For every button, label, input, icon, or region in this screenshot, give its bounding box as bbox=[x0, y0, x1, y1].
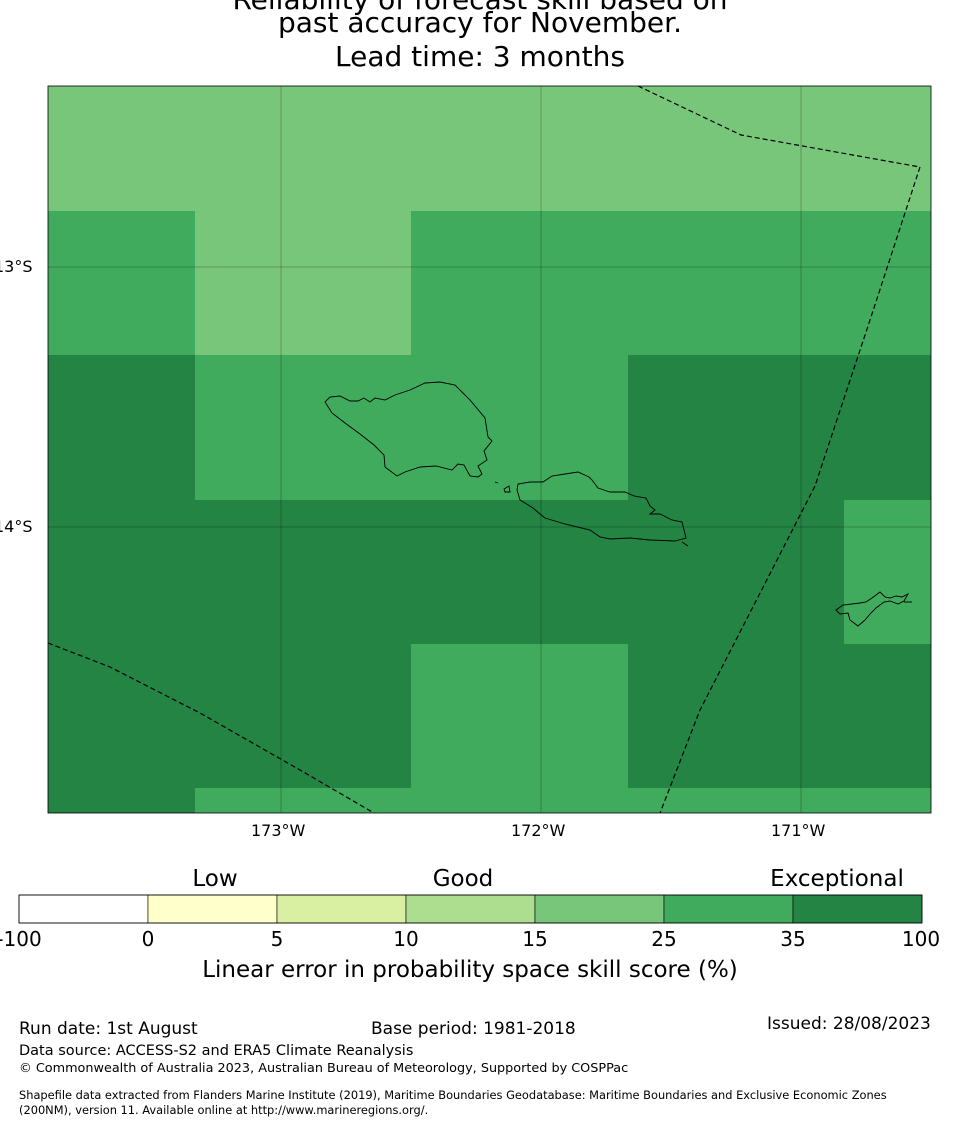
colorbar-label-exceptional: Exceptional bbox=[770, 866, 904, 892]
skill-grid-cells bbox=[48, 86, 931, 813]
data-source: Data source: ACCESS-S2 and ERA5 Climate … bbox=[19, 1043, 414, 1059]
colorbar-segment bbox=[147, 894, 278, 924]
colorbar-frame bbox=[18, 894, 923, 924]
colorbar-tick: 100 bbox=[901, 927, 941, 951]
savaii-island bbox=[324, 381, 493, 478]
title-line-3: Lead time: 3 months bbox=[335, 40, 625, 73]
skill-grid-cell bbox=[844, 211, 931, 355]
skill-grid-cell bbox=[195, 86, 411, 211]
colorbar-tick: 5 bbox=[270, 927, 284, 951]
base-period: Base period: 1981-2018 bbox=[371, 1019, 576, 1039]
skill-grid-cell bbox=[48, 500, 195, 644]
skill-grid-cell bbox=[628, 644, 844, 788]
colorbar-segment bbox=[276, 894, 407, 924]
lon-label-172w: 172°W bbox=[511, 821, 566, 840]
shapefile-credit-line-1: Shapefile data extracted from Flanders M… bbox=[19, 1088, 887, 1102]
skill-grid-cell bbox=[628, 500, 844, 644]
colorbar-segment bbox=[18, 894, 149, 924]
skill-grid-cell bbox=[844, 788, 931, 813]
skill-grid-cell bbox=[195, 211, 411, 355]
coastlines bbox=[324, 381, 912, 627]
colorbar-tick: 35 bbox=[780, 927, 806, 951]
skill-grid-cell bbox=[411, 355, 628, 500]
skill-grid-cell bbox=[48, 86, 195, 211]
colorbar-segment bbox=[534, 894, 665, 924]
colorbar-tick: 15 bbox=[522, 927, 548, 951]
colorbar-tick: 25 bbox=[651, 927, 677, 951]
colorbar-tick: 0 bbox=[141, 927, 155, 951]
skill-grid-cell bbox=[628, 355, 844, 500]
skill-grid-cell bbox=[411, 86, 628, 211]
upolu-tip bbox=[681, 541, 689, 547]
graticule bbox=[48, 86, 931, 813]
colorbar-tick: -100 bbox=[0, 927, 42, 951]
title-line-1: Reliability of forecast skill based on bbox=[0, 0, 960, 17]
skill-grid-cell bbox=[195, 788, 411, 813]
colorbar-segment bbox=[792, 894, 923, 924]
lat-label-14s: 14°S bbox=[0, 517, 33, 536]
colorbar-label-good: Good bbox=[432, 866, 494, 892]
boundary-east bbox=[659, 166, 921, 814]
skill-grid-cell bbox=[195, 355, 411, 500]
skill-grid-cell bbox=[628, 86, 844, 211]
colorbar-label-low: Low bbox=[192, 866, 238, 892]
skill-grid-cell bbox=[411, 788, 628, 813]
skill-grid-cell bbox=[411, 211, 628, 355]
colorbar-segment bbox=[663, 894, 794, 924]
skill-grid-cell bbox=[844, 500, 931, 644]
skill-grid-cell bbox=[48, 211, 195, 355]
skill-grid-cell bbox=[628, 211, 844, 355]
copyright: © Commonwealth of Australia 2023, Austra… bbox=[19, 1061, 629, 1076]
shapefile-credit-line-2: (200NM), version 11. Available online at… bbox=[19, 1103, 429, 1117]
colorbar-tick: 10 bbox=[393, 927, 419, 951]
skill-grid-cell bbox=[844, 86, 931, 211]
manono-islet bbox=[503, 485, 511, 493]
skill-grid-cell bbox=[628, 788, 844, 813]
skill-grid-cell bbox=[411, 644, 628, 788]
skill-grid-cell bbox=[195, 500, 411, 644]
lat-label-13s: 13°S bbox=[0, 257, 33, 276]
skill-grid-cell bbox=[48, 788, 195, 813]
map-frame bbox=[47, 85, 932, 814]
lon-label-173w: 173°W bbox=[251, 821, 306, 840]
skill-grid-cell bbox=[844, 355, 931, 500]
colorbar-segment bbox=[405, 894, 536, 924]
boundary-southwest bbox=[47, 642, 375, 814]
lon-label-171w: 171°W bbox=[771, 821, 826, 840]
colorbar-title: Linear error in probability space skill … bbox=[202, 957, 738, 983]
skill-grid-cell bbox=[844, 644, 931, 788]
apolima-islet bbox=[494, 481, 499, 484]
skill-grid-cell bbox=[48, 644, 195, 788]
upolu-island bbox=[516, 471, 687, 542]
run-date: Run date: 1st August bbox=[19, 1019, 198, 1039]
maritime-boundaries bbox=[47, 85, 921, 814]
issued-date: Issued: 28/08/2023 bbox=[767, 1014, 931, 1034]
skill-grid-cell bbox=[195, 644, 411, 788]
boundary-north bbox=[637, 85, 921, 168]
title-line-2: past accuracy for November. bbox=[277, 6, 683, 39]
colorbar bbox=[18, 894, 923, 924]
skill-grid-cell bbox=[411, 500, 628, 644]
skill-grid-cell bbox=[48, 355, 195, 500]
tutuila-island bbox=[835, 591, 910, 627]
